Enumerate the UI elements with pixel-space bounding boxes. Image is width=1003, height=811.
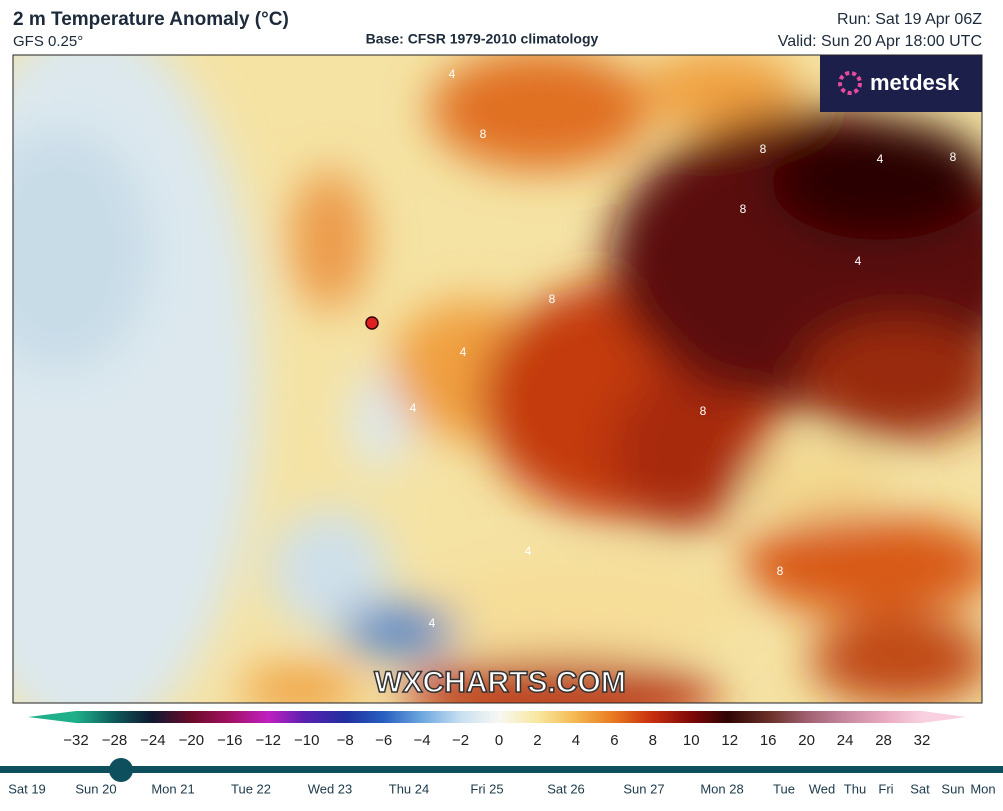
colorbar-label: −4 (414, 732, 431, 749)
timeline-day[interactable]: Mon 28 (700, 781, 743, 796)
contour-label: 4 (460, 345, 467, 359)
colorbar-label: 16 (760, 732, 777, 749)
colorbar-label: 4 (572, 732, 580, 749)
map: 4 8 8 4 8 8 4 8 4 8 4 4 8 4 metdesk WXCHARTS.COM (13, 55, 982, 703)
contour-label: 4 (410, 401, 417, 415)
colorbar-label: −24 (140, 732, 165, 749)
colorbar-label: −10 (294, 732, 319, 749)
timeline-day[interactable]: Sat 19 (8, 781, 46, 796)
timeline-day[interactable]: Sun (941, 781, 964, 796)
base: Base: CFSR 1979-2010 climatology (366, 31, 599, 47)
contour-label: 4 (429, 616, 436, 630)
contour-label: 8 (777, 564, 784, 578)
model: GFS 0.25° (13, 33, 83, 50)
colorbar-label: 20 (798, 732, 815, 749)
contour-label: 4 (877, 152, 884, 166)
timeline-day[interactable]: Wed (809, 781, 836, 796)
colorbar-label: 10 (683, 732, 700, 749)
timeline-day[interactable]: Sun 20 (75, 781, 116, 796)
colorbar-label: −2 (452, 732, 469, 749)
timeline-day[interactable]: Mon 21 (151, 781, 194, 796)
logo-icon (838, 71, 862, 95)
colorbar-label: 2 (533, 732, 541, 749)
contour-label: 8 (549, 292, 556, 306)
valid: Valid: Sun 20 Apr 18:00 UTC (778, 33, 982, 50)
contour-label: 8 (950, 150, 957, 164)
contour-label: 8 (480, 127, 487, 141)
timeline-day[interactable]: Fri 25 (470, 781, 503, 796)
contour-label: 4 (449, 67, 456, 81)
colorbar-label: −28 (102, 732, 127, 749)
timeline-day[interactable]: Wed 23 (308, 781, 353, 796)
colorbar-label: 32 (914, 732, 931, 749)
timeline-day[interactable]: Tue (773, 781, 795, 796)
colorbar (76, 711, 922, 723)
colorbar-label: 28 (875, 732, 892, 749)
timeline-day[interactable]: Sun 27 (623, 781, 664, 796)
watermark: WXCHARTS.COM (374, 666, 626, 699)
colorbar-label: −6 (375, 732, 392, 749)
timeline-day[interactable]: Thu 24 (389, 781, 429, 796)
timeline-day[interactable]: Mon (970, 781, 995, 796)
colorbar-label: −16 (217, 732, 242, 749)
colorbar-label: 6 (610, 732, 618, 749)
contour-label: 4 (855, 254, 862, 268)
timeline-knob[interactable] (109, 758, 133, 782)
timeline-day[interactable]: Sat 26 (547, 781, 585, 796)
contour-label: 8 (760, 142, 767, 156)
run: Run: Sat 19 Apr 06Z (837, 11, 982, 28)
timeline-day[interactable]: Fri (878, 781, 893, 796)
location-marker (365, 316, 379, 330)
timeline-day[interactable]: Tue 22 (231, 781, 271, 796)
colorbar-low-arrow (28, 711, 76, 723)
colorbar-label: 0 (495, 732, 503, 749)
colorbar-label: 8 (649, 732, 657, 749)
colorbar-label: −20 (179, 732, 204, 749)
contour-label: 4 (525, 544, 532, 558)
colorbar-label: −32 (63, 732, 88, 749)
logo-text: metdesk (870, 70, 960, 95)
colorbar-high-arrow (922, 711, 966, 723)
timeline-day[interactable]: Thu (844, 781, 866, 796)
timeline-day[interactable]: Sat (910, 781, 930, 796)
contour-label: 8 (700, 404, 707, 418)
timeline-track (0, 766, 1003, 773)
logo-box (820, 55, 982, 112)
colorbar-label: −8 (337, 732, 354, 749)
colorbar-label: 24 (837, 732, 854, 749)
colorbar-label: 12 (721, 732, 738, 749)
contour-label: 8 (740, 202, 747, 216)
map-frame (12, 54, 983, 704)
colorbar-label: −12 (256, 732, 281, 749)
title: 2 m Temperature Anomaly (°C) (13, 9, 289, 30)
